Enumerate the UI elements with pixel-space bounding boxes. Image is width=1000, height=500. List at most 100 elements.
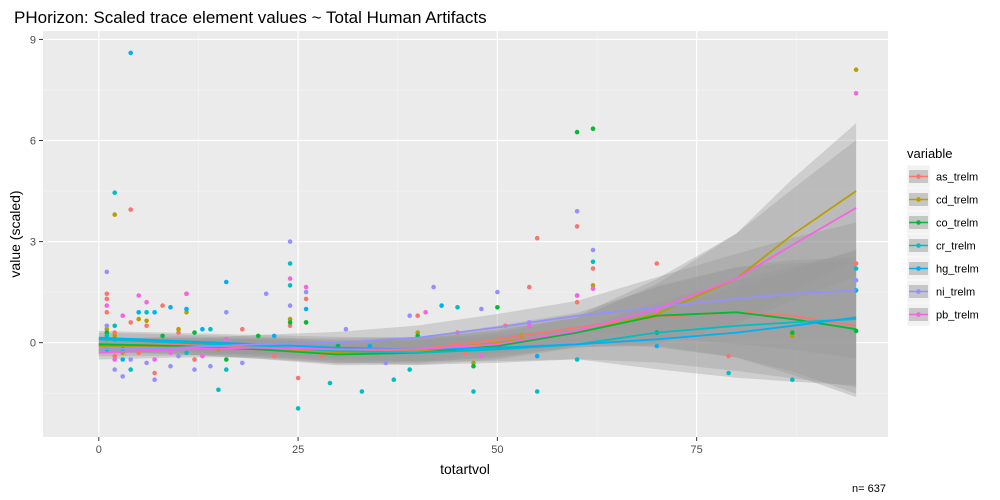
point-cd_trelm [471,360,476,366]
point-pb_trelm [303,284,309,290]
point-cd_trelm [415,330,421,335]
point-as_trelm [534,235,540,241]
point-cr_trelm [455,305,460,310]
point-as_trelm [176,330,181,335]
point-cd_trelm [112,333,117,339]
point-pb_trelm [144,299,149,305]
y-axis-title: value (scaled) [7,190,23,277]
confidence-band-ni_trelm [98,222,857,359]
chart-title: PHorizon: Scaled trace element values ~ … [14,8,487,27]
point-cr_trelm [391,377,397,383]
point-cr_trelm [208,326,213,332]
confidence-band-co_trelm [98,261,857,398]
point-cr_trelm [853,266,859,271]
point-co_trelm [255,333,261,339]
legend-point-hg_trelm [916,266,921,271]
point-pb_trelm [136,293,141,298]
point-cd_trelm [136,316,141,322]
point-as_trelm [152,370,157,376]
legend-point-pb_trelm [916,312,921,317]
point-hg_trelm [184,306,189,312]
point-cr_trelm [590,259,596,265]
point-co_trelm [574,129,580,135]
y-tick-label: 6 [30,136,36,148]
point-cr_trelm [287,261,293,266]
point-pb_trelm [168,350,173,356]
point-co_trelm [495,305,500,310]
point-hg_trelm [200,326,205,332]
smooth-line-as_trelm [98,311,857,354]
point-as_trelm [144,323,149,329]
point-as_trelm [590,266,596,271]
point-as_trelm [104,291,110,297]
point-cr_trelm [112,190,117,195]
point-pb_trelm [184,291,189,297]
point-hg_trelm [534,353,540,359]
point-cr_trelm [574,357,580,362]
point-ni_trelm [263,291,269,297]
legend-label-co_trelm: co_trelm [936,218,978,230]
point-as_trelm [271,353,277,359]
x-tick-label: 0 [96,444,102,456]
point-ni_trelm [407,313,413,319]
point-ni_trelm [112,367,117,372]
smooth-curves [98,190,857,356]
point-co_trelm [287,320,293,325]
legend-label-cd_trelm: cd_trelm [936,195,978,207]
point-hg_trelm [439,303,444,308]
point-pb_trelm [224,337,229,342]
point-pb_trelm [574,293,580,298]
legend-point-co_trelm [916,220,921,225]
legend-label-hg_trelm: hg_trelm [936,264,979,276]
y-tick-label: 9 [30,34,36,46]
point-pb_trelm [479,353,484,359]
legend-point-cr_trelm [916,243,921,248]
smooth-line-ni_trelm [98,289,857,351]
point-hg_trelm [367,343,373,349]
point-as_trelm [128,207,133,212]
point-ni_trelm [287,239,293,244]
point-co_trelm [160,333,165,339]
point-ni_trelm [152,377,157,383]
point-co_trelm [790,330,795,335]
point-co_trelm [224,357,229,362]
point-as_trelm [303,296,309,302]
x-axis: 0 25 50 75 [96,437,703,456]
point-pb_trelm [120,313,125,319]
point-ni_trelm [240,360,245,366]
legend-point-as_trelm [916,174,921,179]
point-co_trelm [104,330,110,335]
point-cd_trelm [176,326,181,332]
point-cr_trelm [359,389,365,394]
point-cr_trelm [216,387,221,393]
x-tick-label: 50 [491,444,503,456]
point-pb_trelm [853,91,859,96]
point-ni_trelm [287,303,293,308]
y-tick-label: 3 [30,237,36,249]
point-cr_trelm [534,389,540,394]
point-cr_trelm [790,377,795,383]
legend-label-pb_trelm: pb_trelm [936,310,979,322]
point-ni_trelm [128,357,133,362]
point-cr_trelm [112,323,117,329]
point-pb_trelm [104,303,110,308]
legend-title: variable [907,146,953,161]
point-as_trelm [104,296,110,302]
legend-label-cr_trelm: cr_trelm [936,241,976,253]
confidence-band-cr_trelm [98,251,857,387]
point-ni_trelm [343,326,349,332]
point-as_trelm [319,353,325,359]
point-as_trelm [112,353,117,359]
point-pb_trelm [152,357,157,362]
point-co_trelm [590,126,596,131]
point-ni_trelm [176,353,181,359]
point-as_trelm [574,224,580,229]
point-cd_trelm [790,333,795,339]
point-co_trelm [471,363,476,369]
point-pb_trelm [527,323,532,329]
point-ni_trelm [224,310,229,315]
point-ni_trelm [590,247,596,253]
point-cr_trelm [471,389,476,394]
legend-label-ni_trelm: ni_trelm [936,287,975,299]
confidence-band-cd_trelm [98,123,857,364]
